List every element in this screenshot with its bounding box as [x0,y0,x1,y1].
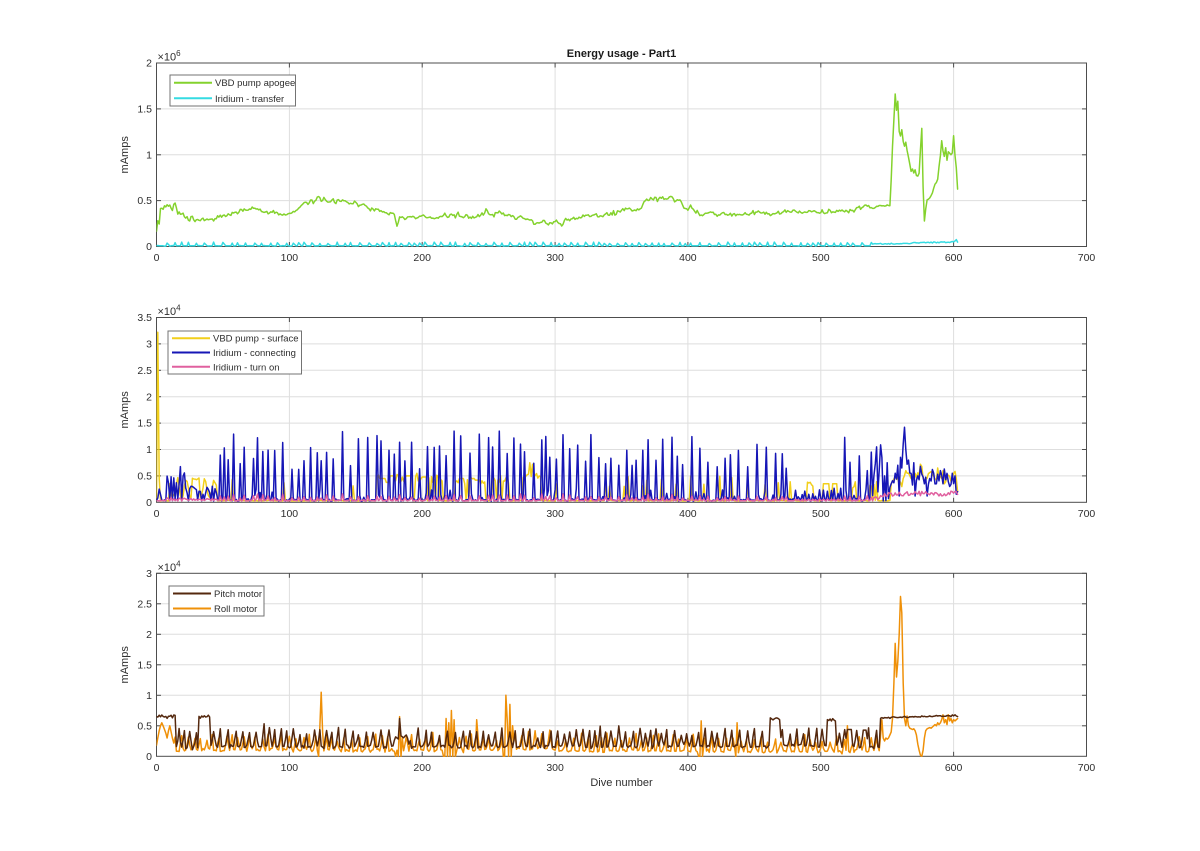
svg-text:300: 300 [546,508,564,520]
svg-text:×104: ×104 [158,559,182,574]
svg-text:×106: ×106 [158,49,182,64]
svg-text:0.5: 0.5 [137,720,152,732]
svg-text:200: 200 [413,252,431,264]
svg-text:700: 700 [1078,762,1096,774]
svg-text:400: 400 [679,762,697,774]
svg-text:0: 0 [146,751,152,763]
svg-text:600: 600 [945,508,963,520]
svg-text:500: 500 [812,508,830,520]
svg-text:0: 0 [154,508,160,520]
svg-text:1.5: 1.5 [137,659,152,671]
svg-text:Iridium - connecting: Iridium - connecting [213,348,296,359]
svg-text:Iridium - transfer: Iridium - transfer [215,94,284,105]
svg-text:mAmps: mAmps [119,391,131,429]
svg-text:100: 100 [281,252,299,264]
svg-text:3: 3 [146,339,152,351]
svg-text:700: 700 [1078,508,1096,520]
svg-text:2.5: 2.5 [137,365,152,377]
svg-text:mAmps: mAmps [119,136,131,174]
svg-text:Roll motor: Roll motor [214,604,257,615]
svg-text:200: 200 [413,762,431,774]
svg-text:600: 600 [945,252,963,264]
svg-text:Energy usage - Part1: Energy usage - Part1 [567,48,676,60]
svg-text:500: 500 [812,252,830,264]
svg-text:0.5: 0.5 [137,471,152,483]
svg-text:3.5: 3.5 [137,312,152,324]
svg-text:3: 3 [146,568,152,580]
svg-text:2: 2 [146,391,152,403]
svg-text:500: 500 [812,762,830,774]
svg-text:2: 2 [146,629,152,641]
svg-text:0.5: 0.5 [137,195,152,207]
svg-text:Iridium - turn on: Iridium - turn on [213,362,280,373]
svg-text:400: 400 [679,252,697,264]
svg-text:VBD pump apogee: VBD pump apogee [215,78,295,89]
svg-text:0: 0 [146,497,152,509]
svg-text:2.5: 2.5 [137,598,152,610]
svg-text:VBD pump - surface: VBD pump - surface [213,334,299,345]
svg-text:600: 600 [945,762,963,774]
svg-text:300: 300 [546,762,564,774]
svg-text:0: 0 [154,762,160,774]
svg-text:1: 1 [146,690,152,702]
svg-text:100: 100 [281,508,299,520]
svg-text:0: 0 [146,241,152,253]
svg-text:1.5: 1.5 [137,104,152,116]
svg-text:mAmps: mAmps [119,646,131,684]
svg-text:0: 0 [154,252,160,264]
svg-text:1: 1 [146,149,152,161]
svg-text:700: 700 [1078,252,1096,264]
svg-text:200: 200 [413,508,431,520]
svg-text:100: 100 [281,762,299,774]
svg-text:Pitch motor: Pitch motor [214,589,262,600]
svg-text:×104: ×104 [158,304,182,319]
svg-text:1: 1 [146,444,152,456]
svg-text:Dive number: Dive number [590,777,653,789]
svg-text:2: 2 [146,58,152,70]
svg-text:1.5: 1.5 [137,418,152,430]
svg-text:300: 300 [546,252,564,264]
svg-text:400: 400 [679,508,697,520]
